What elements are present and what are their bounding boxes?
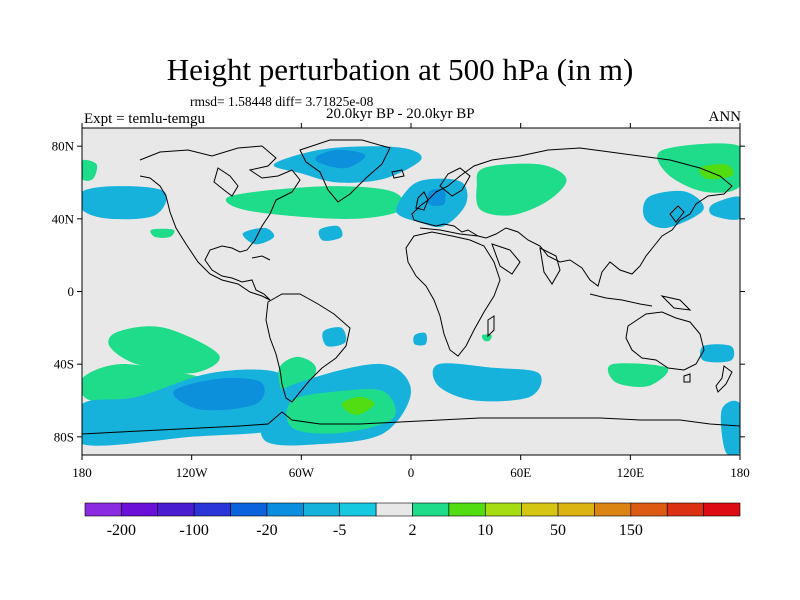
colorbar: -200 -100 -20 -5 2 10 50 150 xyxy=(84,502,741,539)
colorbar-label: -20 xyxy=(256,522,277,539)
y-tick-label: 80S xyxy=(54,429,74,444)
coast-north-america xyxy=(139,145,301,301)
contour-east-pacific-blue xyxy=(709,196,740,220)
experiment-label: Expt = temlu-temgu xyxy=(84,111,205,127)
y-tick-label: 80N xyxy=(52,139,75,154)
colorbar-swatch xyxy=(666,502,704,517)
contour-greenland-core xyxy=(315,149,366,169)
colorbar-label: -100 xyxy=(180,522,209,539)
plot-title: Height perturbation at 500 hPa (in m) xyxy=(166,52,634,87)
contour-russia-green xyxy=(476,163,567,216)
colorbar-swatch xyxy=(193,502,231,517)
colorbar-swatch xyxy=(630,502,668,517)
colorbar-label: 2 xyxy=(409,522,417,539)
colorbar-swatch xyxy=(412,502,450,517)
colorbar-swatch xyxy=(121,502,159,517)
contour-brazil-blue xyxy=(322,327,347,347)
coast-eurasia xyxy=(411,147,733,287)
colorbar-swatch xyxy=(375,502,413,517)
coast-mediterranean xyxy=(419,227,479,237)
x-tick-label: 120W xyxy=(176,465,209,480)
coast-antarctica xyxy=(82,411,740,435)
coastline-layer xyxy=(82,139,740,435)
coast-japan xyxy=(669,205,685,223)
contour-nw-pacific-lime xyxy=(698,163,734,180)
colorbar-swatch xyxy=(703,502,741,517)
x-tick-label: 180 xyxy=(72,465,92,480)
colorbar-swatch xyxy=(521,502,559,517)
contour-south-indian-blue xyxy=(432,363,542,402)
colorbar-swatch xyxy=(448,502,486,517)
contour-atlantic-small-blue xyxy=(318,225,343,241)
coast-tasmania xyxy=(683,373,691,383)
x-tick-label: 120E xyxy=(617,465,645,480)
season-label: ANN xyxy=(708,109,742,125)
contour-tasman-blue xyxy=(700,344,735,363)
colorbar-label: 150 xyxy=(619,522,643,539)
coast-madagascar xyxy=(487,315,495,338)
contour-pacific-small-green xyxy=(150,228,175,238)
coast-new-guinea xyxy=(660,295,692,311)
coast-africa xyxy=(405,231,501,357)
colorbar-swatch xyxy=(84,502,122,517)
y-tick-label: 40N xyxy=(52,211,75,226)
coast-greenland xyxy=(299,139,391,203)
colorbar-swatch xyxy=(303,502,341,517)
contour-southern-ocean-core xyxy=(173,378,265,411)
coast-iceland xyxy=(391,169,405,179)
coast-australia xyxy=(625,311,705,371)
coast-british-isles xyxy=(415,191,429,211)
period-label: 20.0kyr BP - 20.0kyr BP xyxy=(326,106,475,122)
contour-south-indian-small-blue xyxy=(413,332,428,346)
y-tick-label: 40S xyxy=(54,357,74,372)
colorbar-swatch xyxy=(594,502,632,517)
colorbar-label: 10 xyxy=(477,522,493,539)
contour-gulf-blue xyxy=(242,227,275,245)
coast-india xyxy=(539,247,561,285)
x-tick-label: 60W xyxy=(289,465,315,480)
contour-south-indian-small-green xyxy=(481,334,492,342)
colorbar-swatch xyxy=(266,502,304,517)
coast-scandinavia xyxy=(439,167,471,197)
colorbar-swatch xyxy=(339,502,377,517)
coast-south-america xyxy=(265,293,351,403)
contour-east-asia-blue xyxy=(642,190,704,229)
contour-south-atlantic-lime xyxy=(341,396,375,415)
x-tick-label: 0 xyxy=(408,465,415,480)
contour-antarctic-edge-blue xyxy=(720,400,740,455)
colorbar-label: 50 xyxy=(550,522,566,539)
colorbar-swatch xyxy=(230,502,268,517)
x-tick-label: 60E xyxy=(510,465,531,480)
x-tick-label: 180 xyxy=(730,465,750,480)
colorbar-label: -200 xyxy=(107,522,136,539)
colorbar-label: -5 xyxy=(333,522,346,539)
colorbar-swatch xyxy=(484,502,522,517)
map-axes: 180 120W 60W 0 60E 120E 180 80N 40N 0 40S 80S xyxy=(52,123,750,480)
contour-europe-core xyxy=(427,188,446,206)
contour-pacific-nw-blue xyxy=(82,186,167,220)
rmsd-diff-stats: rmsd= 1.58448 diff= 3.71825e-08 xyxy=(190,94,374,109)
colorbar-swatch xyxy=(557,502,595,517)
contour-south-indian-green xyxy=(607,363,669,387)
contour-south-pacific-green xyxy=(108,326,220,374)
y-tick-label: 0 xyxy=(68,284,75,299)
contour-north-atlantic-green xyxy=(225,186,405,219)
colorbar-swatch xyxy=(157,502,195,517)
coast-arabia xyxy=(491,243,521,275)
coast-hudson-bay xyxy=(213,167,239,197)
contour-pacific-nw-green xyxy=(82,159,98,181)
coast-new-zealand xyxy=(715,365,733,393)
coast-indonesia xyxy=(589,293,653,307)
contour-fill-layer xyxy=(82,143,740,455)
coast-caribbean xyxy=(251,255,271,261)
